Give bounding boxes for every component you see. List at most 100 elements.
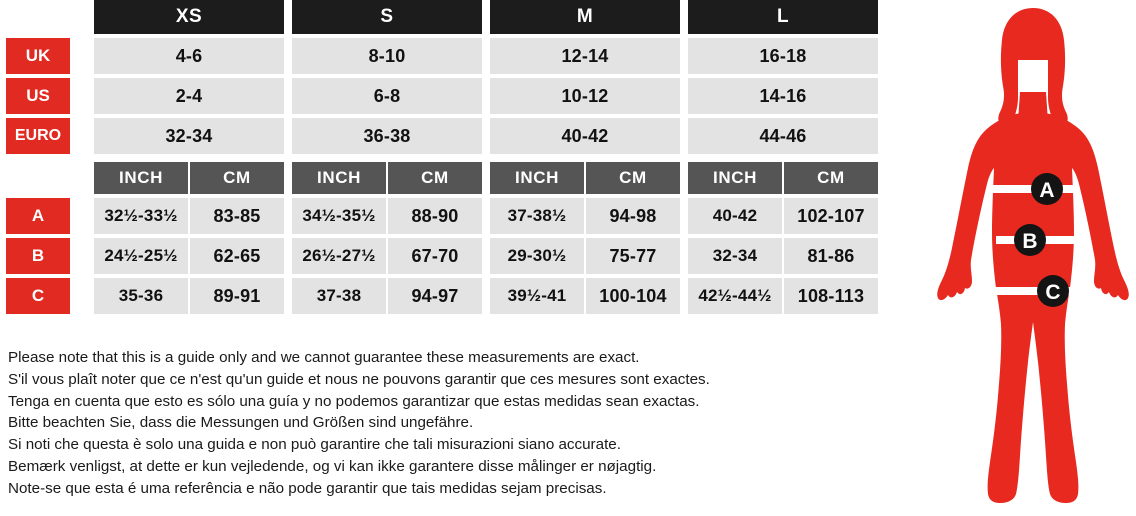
value-cm: 88-90	[388, 198, 482, 234]
row-gap	[94, 74, 284, 78]
row-gap	[292, 234, 482, 238]
row-gap	[688, 234, 878, 238]
marker-a: A	[1031, 173, 1063, 205]
value-cm: 102-107	[784, 198, 878, 234]
size-header-l: L	[688, 0, 878, 34]
unit-header-m: INCH CM	[490, 162, 680, 194]
value-cm: 89-91	[190, 278, 284, 314]
value-cm: 81-86	[784, 238, 878, 274]
unit-label-inch: INCH	[688, 162, 782, 194]
unit-header-s: INCH CM	[292, 162, 482, 194]
table-cell-uk-l: 16-18	[688, 38, 878, 74]
measure-cell-b-l: 32-34 81-86	[688, 238, 878, 274]
table-cell-uk-s: 8-10	[292, 38, 482, 74]
unit-label-cm: CM	[190, 162, 284, 194]
unit-label-cm: CM	[586, 162, 680, 194]
size-header-xs: XS	[94, 0, 284, 34]
value-cm: 100-104	[586, 278, 680, 314]
note-line-de: Bitte beachten Sie, dass die Messungen u…	[8, 414, 474, 432]
row-gap	[688, 194, 878, 198]
row-gap	[490, 114, 680, 118]
body-shape	[937, 8, 1129, 503]
row-gap	[6, 274, 86, 278]
marker-c-label: C	[1045, 281, 1060, 304]
row-gap	[94, 154, 284, 162]
measure-cell-c-s: 37-38 94-97	[292, 278, 482, 314]
cell-divider	[782, 198, 784, 234]
row-gap	[94, 274, 284, 278]
row-gap	[6, 194, 86, 198]
row-gap	[6, 234, 86, 238]
value-inch: 32½-33½	[94, 198, 188, 234]
size-header-s: S	[292, 0, 482, 34]
row-gap	[292, 194, 482, 198]
unit-header-xs: INCH CM	[94, 162, 284, 194]
marker-b-label: B	[1022, 230, 1037, 253]
table-cell-us-s: 6-8	[292, 78, 482, 114]
row-gap	[6, 114, 86, 118]
row-gap	[688, 114, 878, 118]
table-cell-us-xs: 2-4	[94, 78, 284, 114]
value-inch: 34½-35½	[292, 198, 386, 234]
cell-divider	[188, 278, 190, 314]
table-cell-euro-xs: 32-34	[94, 118, 284, 154]
unit-divider	[188, 162, 190, 194]
value-inch: 24½-25½	[94, 238, 188, 274]
table-cell-euro-s: 36-38	[292, 118, 482, 154]
table-cell-uk-m: 12-14	[490, 38, 680, 74]
value-inch: 32-34	[688, 238, 782, 274]
row-gap	[94, 34, 284, 38]
row-gap	[490, 34, 680, 38]
table-cell-euro-m: 40-42	[490, 118, 680, 154]
cell-divider	[782, 278, 784, 314]
value-inch: 42½-44½	[688, 278, 782, 314]
row-gap	[292, 154, 482, 162]
cell-divider	[584, 198, 586, 234]
value-cm: 94-98	[586, 198, 680, 234]
corner-spacer	[6, 0, 86, 34]
row-gap	[688, 154, 878, 162]
row-gap	[6, 74, 86, 78]
measure-cell-c-m: 39½-41 100-104	[490, 278, 680, 314]
row-label-a: A	[6, 198, 70, 234]
row-gap	[292, 114, 482, 118]
cell-divider	[188, 238, 190, 274]
value-cm: 94-97	[388, 278, 482, 314]
unit-label-cm: CM	[784, 162, 878, 194]
row-gap	[94, 114, 284, 118]
marker-c: C	[1037, 275, 1069, 307]
cell-divider	[188, 198, 190, 234]
value-cm: 108-113	[784, 278, 878, 314]
row-gap	[490, 194, 680, 198]
measure-cell-c-xs: 35-36 89-91	[94, 278, 284, 314]
row-gap	[292, 74, 482, 78]
measure-cell-a-s: 34½-35½ 88-90	[292, 198, 482, 234]
row-gap	[490, 154, 680, 162]
disclaimer-notes: Please note that this is a guide only an…	[8, 347, 898, 500]
value-inch: 40-42	[688, 198, 782, 234]
unit-label-inch: INCH	[94, 162, 188, 194]
note-line-da: Bemærk venligst, at dette er kun vejlede…	[8, 457, 657, 475]
row-gap	[94, 194, 284, 198]
cell-divider	[584, 278, 586, 314]
row-gap	[292, 34, 482, 38]
value-inch: 26½-27½	[292, 238, 386, 274]
value-inch: 37-38½	[490, 198, 584, 234]
measure-cell-b-m: 29-30½ 75-77	[490, 238, 680, 274]
size-header-m: M	[490, 0, 680, 34]
row-gap	[688, 34, 878, 38]
row-label-c: C	[6, 278, 70, 314]
row-gap	[490, 234, 680, 238]
measure-cell-a-xs: 32½-33½ 83-85	[94, 198, 284, 234]
row-label-us: US	[6, 78, 70, 114]
row-gap	[6, 154, 86, 162]
table-cell-uk-xs: 4-6	[94, 38, 284, 74]
note-line-es: Tenga en cuenta que esto es sólo una guí…	[8, 392, 700, 410]
value-inch: 35-36	[94, 278, 188, 314]
row-gap	[6, 34, 86, 38]
table-cell-us-l: 14-16	[688, 78, 878, 114]
row-gap	[94, 234, 284, 238]
note-line-en: Please note that this is a guide only an…	[8, 349, 640, 366]
row-gap	[490, 274, 680, 278]
unit-label-cm: CM	[388, 162, 482, 194]
